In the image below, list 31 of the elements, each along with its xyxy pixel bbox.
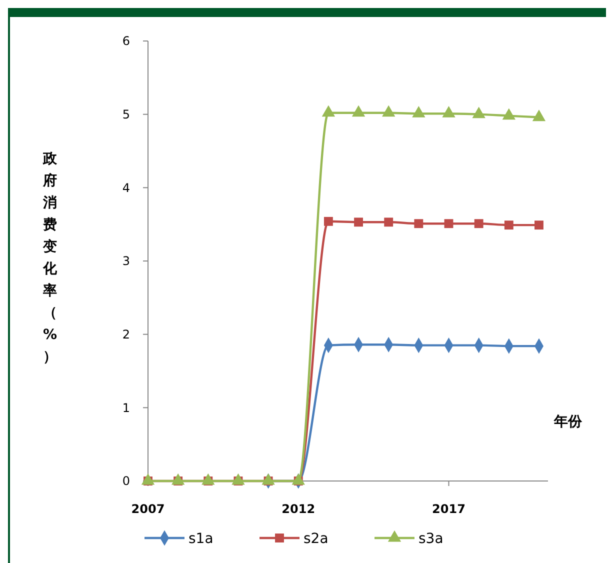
point	[354, 218, 363, 227]
x-tick-label: 2007	[131, 502, 165, 516]
point	[384, 218, 394, 227]
y-tick-label: 4	[122, 180, 130, 195]
point	[444, 219, 454, 228]
text: 政府消费变化率（%）	[42, 151, 58, 365]
point	[322, 105, 336, 117]
legend-label: s2a	[304, 530, 328, 547]
y-tick-label: 2	[122, 328, 130, 342]
legend-label: s3a	[418, 530, 444, 547]
point	[502, 108, 516, 120]
y-tick-label: 1	[122, 400, 130, 415]
point	[474, 219, 484, 228]
x-tick-label: 2017	[432, 502, 466, 516]
point	[414, 219, 424, 228]
y-tick-label: 3	[122, 254, 130, 268]
point	[532, 110, 546, 122]
point	[412, 106, 426, 118]
y-tick-label: 0	[122, 474, 130, 488]
point	[504, 220, 514, 230]
y-tick-label: 6	[122, 34, 130, 48]
y-tick-label: 5	[122, 108, 130, 122]
point	[442, 106, 456, 118]
point	[534, 220, 544, 230]
point	[324, 216, 333, 226]
legend-label: s1a	[188, 530, 214, 547]
x-axis-title: 年份	[553, 414, 583, 430]
point	[352, 105, 366, 117]
point	[382, 105, 396, 117]
x-tick-label: 2012	[282, 502, 316, 516]
point	[472, 106, 486, 118]
